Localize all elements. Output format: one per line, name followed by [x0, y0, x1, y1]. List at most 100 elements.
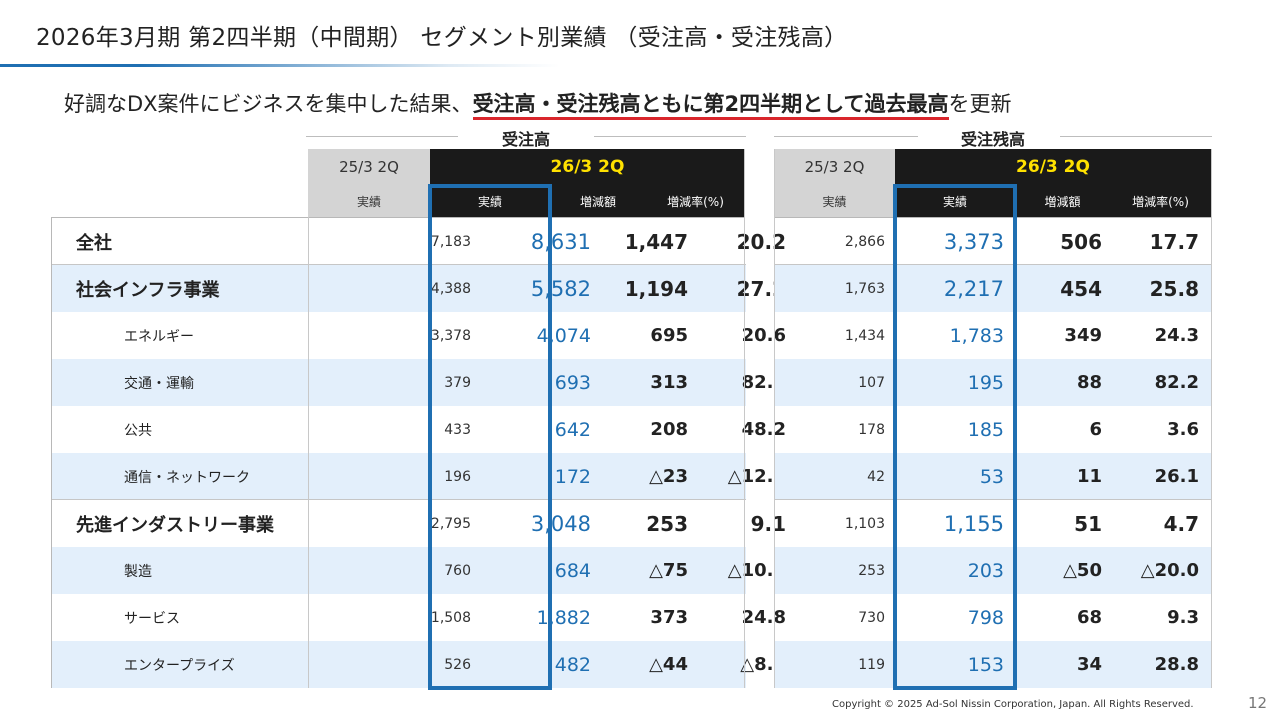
backlog-change-cell: 11 [1076, 466, 1102, 487]
segment-label: エネルギー [124, 328, 194, 345]
orders-change-cell: 253 [646, 511, 688, 536]
orders-table-row: 全社 7,183 8,631 1,447 20.2 [52, 218, 786, 265]
backlog-table-row: 1,763 2,217 454 25.8 [774, 265, 1211, 312]
backlog-change-cell: 68 [1076, 607, 1102, 628]
orders-prev-actual-cell: 2,795 [430, 515, 471, 532]
orders-actual-cell: 8,631 [530, 229, 591, 254]
orders-change-cell: 208 [650, 419, 688, 440]
orders-change-cell: △75 [649, 560, 688, 581]
orders-actual-highlight-box [428, 184, 552, 690]
backlog-table-row: 2,866 3,373 506 17.7 [774, 218, 1211, 265]
orders-prev-actual-cell: 3,378 [430, 327, 471, 344]
headline-lead: 好調なDX案件にビジネスを集中した結果、 [64, 92, 473, 116]
orders-change-cell: 373 [650, 607, 688, 628]
backlog-actual-header: 実績 [895, 185, 1015, 217]
orders-table: 全社 7,183 8,631 1,447 20.2 社会インフラ事業 4,388 5,582 1… [51, 217, 786, 688]
orders-prev-actual-cell: 1,508 [430, 609, 471, 626]
backlog-change-cell: 454 [1060, 276, 1102, 301]
backlog-prev-actual-cell: 1,103 [844, 515, 885, 532]
orders-table-row: 先進インダストリー事業 2,795 3,048 253 9.1 [52, 500, 786, 547]
backlog-change-cell: 506 [1060, 229, 1102, 254]
backlog-table-row: 119 153 34 28.8 [774, 641, 1211, 688]
backlog-change-cell: 349 [1064, 325, 1102, 346]
backlog-actual-cell: 195 [967, 371, 1004, 394]
backlog-prev-actual-cell: 119 [858, 656, 885, 673]
backlog-prev-actual-cell: 253 [858, 562, 885, 579]
segment-label: 交通・運輸 [124, 375, 194, 392]
orders-table-row: 交通・運輸 379 693 313 82.6 [52, 359, 786, 406]
segment-label: 公共 [124, 422, 152, 439]
backlog-table-row: 1,103 1,155 51 4.7 [774, 500, 1211, 547]
backlog-table-row: 178 185 6 3.6 [774, 406, 1211, 453]
title-underline [0, 64, 560, 67]
orders-table-row: エンタープライズ 526 482 △44 △8.5 [52, 641, 786, 688]
backlog-rate-cell: 4.7 [1163, 511, 1199, 536]
orders-label-divider [308, 217, 309, 688]
backlog-prev-actual-cell: 1,763 [844, 280, 885, 297]
orders-prev-actual-cell: 7,183 [430, 233, 471, 250]
orders-change-cell: 1,447 [624, 229, 688, 254]
backlog-prev-actual-cell: 730 [858, 609, 885, 626]
backlog-curr-period-header: 26/3 2Q [895, 149, 1211, 185]
backlog-change-cell: △50 [1063, 560, 1102, 581]
orders-prev-actual-cell: 379 [444, 374, 471, 391]
backlog-actual-cell: 2,217 [943, 276, 1004, 301]
backlog-rate-cell: 3.6 [1167, 419, 1199, 440]
orders-prev-actual-cell: 433 [444, 421, 471, 438]
orders-prev-actual-cell: 760 [444, 562, 471, 579]
orders-prev-actual-cell: 526 [444, 656, 471, 673]
backlog-actual-cell: 203 [967, 559, 1004, 582]
backlog-actual-cell: 1,783 [949, 324, 1004, 347]
backlog-rate-header: 増減率(%) [1110, 185, 1211, 217]
orders-table-row: 通信・ネットワーク 196 172 △23 △12.2 [52, 453, 786, 500]
backlog-change-cell: 51 [1074, 511, 1102, 536]
backlog-actual-cell: 798 [967, 606, 1004, 629]
orders-right-edge [744, 149, 745, 688]
backlog-prev-actual-cell: 1,434 [844, 327, 885, 344]
segment-label: 製造 [124, 563, 152, 580]
orders-actual-cell: 5,582 [530, 276, 591, 301]
orders-prev-period-header: 25/3 2Q [308, 149, 430, 185]
orders-table-row: 製造 760 684 △75 △10.0 [52, 547, 786, 594]
orders-actual-cell: 693 [554, 371, 591, 394]
backlog-actual-cell: 1,155 [943, 511, 1004, 536]
backlog-change-cell: 6 [1089, 419, 1102, 440]
headline-message: 好調なDX案件にビジネスを集中した結果、受注高・受注残高ともに第2四半期として過… [64, 88, 1012, 120]
page-number: 12 [1248, 694, 1268, 712]
backlog-section-heading: 受注残高 [774, 126, 1212, 149]
orders-table-row: サービス 1,508 1,882 373 24.8 [52, 594, 786, 641]
backlog-rate-cell: 28.8 [1154, 654, 1199, 675]
backlog-change-cell: 88 [1076, 372, 1102, 393]
backlog-table-row: 253 203 △50 △20.0 [774, 547, 1211, 594]
segment-label: 社会インフラ事業 [76, 279, 220, 301]
backlog-table-row: 1,434 1,783 349 24.3 [774, 312, 1211, 359]
orders-actual-cell: 684 [554, 559, 591, 582]
backlog-rate-cell: △20.0 [1140, 560, 1199, 581]
backlog-prev-actual-header: 実績 [774, 185, 895, 217]
orders-actual-header: 実績 [430, 185, 550, 217]
backlog-table: 2,866 3,373 506 17.7 1,763 2,217 454 25.8 1,434 1… [774, 217, 1211, 688]
backlog-rate-cell: 26.1 [1154, 466, 1199, 487]
orders-actual-cell: 3,048 [530, 511, 591, 536]
backlog-change-cell: 34 [1076, 654, 1102, 675]
segment-label: エンタープライズ [124, 657, 235, 674]
segment-label: 全社 [76, 232, 112, 254]
backlog-rate-cell: 25.8 [1149, 276, 1199, 301]
segment-label: 先進インダストリー事業 [76, 514, 274, 536]
backlog-prev-period-header: 25/3 2Q [774, 149, 895, 185]
backlog-actual-cell: 153 [967, 653, 1004, 676]
orders-rate-cell: 9.1 [750, 511, 786, 536]
backlog-right-edge [1211, 149, 1212, 688]
orders-rate-cell: △12.2 [727, 466, 786, 487]
backlog-prev-actual-cell: 2,866 [844, 233, 885, 250]
backlog-actual-cell: 53 [979, 465, 1004, 488]
orders-actual-cell: 642 [554, 418, 591, 441]
headline-highlight: 受注高・受注残高ともに第2四半期として過去最高 [472, 92, 949, 120]
orders-change-cell: △23 [649, 466, 688, 487]
backlog-prev-actual-cell: 42 [867, 468, 885, 485]
segment-label: 通信・ネットワーク [124, 469, 250, 486]
backlog-rate-cell: 24.3 [1154, 325, 1199, 346]
backlog-prev-actual-cell: 178 [858, 421, 885, 438]
orders-change-cell: △44 [649, 654, 688, 675]
headline-tail: を更新 [948, 92, 1012, 116]
